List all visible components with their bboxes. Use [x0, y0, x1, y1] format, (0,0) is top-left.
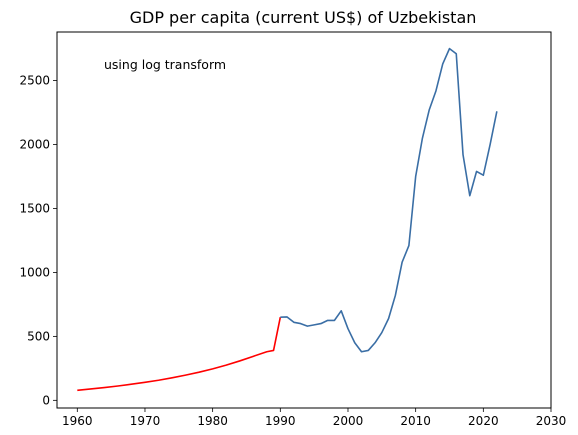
series-layer [77, 47, 498, 392]
plot-background [57, 32, 551, 408]
x-tick-label-0: 1960 [62, 414, 93, 428]
y-tick-label-4: 2000 [19, 138, 50, 152]
y-tick-label-1: 500 [27, 329, 50, 343]
series-line-0 [77, 317, 282, 392]
chart-title: GDP per capita (current US$) of Uzbekist… [130, 8, 477, 27]
x-tick-label-6: 2020 [468, 414, 499, 428]
x-tick-label-4: 2000 [333, 414, 364, 428]
series-line-1 [280, 47, 498, 353]
x-tick-label-5: 2010 [400, 414, 431, 428]
x-tick-label-1: 1970 [130, 414, 161, 428]
y-tick-label-0: 0 [42, 393, 50, 407]
y-axis-ticks: 0 500 1000 1500 2000 2500 [19, 74, 57, 407]
y-tick-label-3: 1500 [19, 201, 50, 215]
x-tick-label-3: 1990 [265, 414, 296, 428]
plot-frame [56, 31, 552, 409]
x-axis-ticks: 1960 1970 1980 1990 2000 2010 2020 2030 [62, 408, 566, 428]
y-tick-label-5: 2500 [19, 74, 50, 88]
chart-annotation: using log transform [104, 57, 226, 72]
x-tick-label-2: 1980 [197, 414, 228, 428]
x-tick-label-7: 2030 [536, 414, 567, 428]
y-tick-label-2: 1000 [19, 265, 50, 279]
